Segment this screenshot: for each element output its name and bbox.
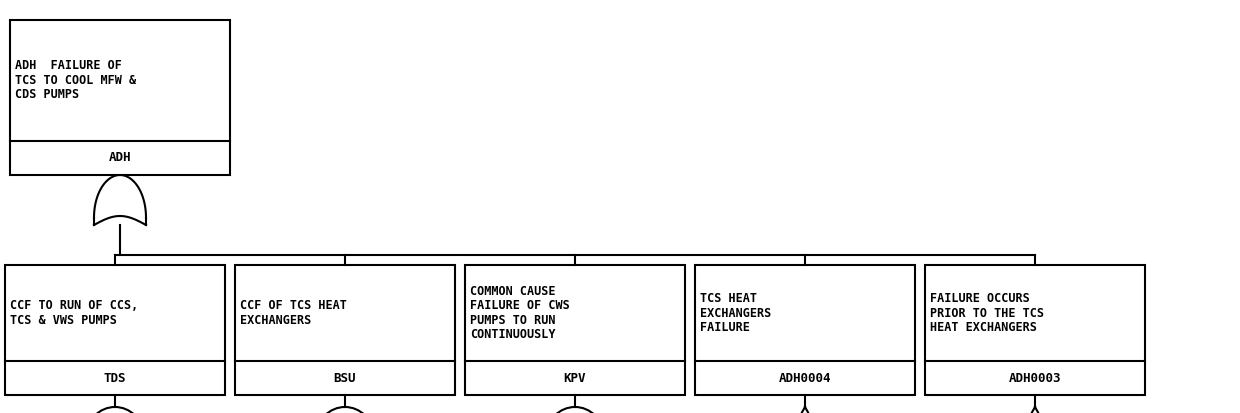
Text: KPV: KPV — [564, 372, 587, 385]
Bar — [236, 265, 455, 395]
Text: ADH0003: ADH0003 — [1009, 372, 1061, 385]
Text: TCS HEAT
EXCHANGERS
FAILURE: TCS HEAT EXCHANGERS FAILURE — [701, 292, 771, 334]
Text: ADH0004: ADH0004 — [779, 372, 831, 385]
Bar — [465, 265, 684, 395]
Bar — [5, 265, 224, 395]
Bar — [925, 265, 1145, 395]
Text: FAILURE OCCURS
PRIOR TO THE TCS
HEAT EXCHANGERS: FAILURE OCCURS PRIOR TO THE TCS HEAT EXC… — [930, 292, 1044, 334]
Text: BSU: BSU — [334, 372, 356, 385]
Text: CCF OF TCS HEAT
EXCHANGERS: CCF OF TCS HEAT EXCHANGERS — [241, 299, 347, 327]
Text: TDS: TDS — [104, 372, 126, 385]
Text: ADH  FAILURE OF
TCS TO COOL MFW &
CDS PUMPS: ADH FAILURE OF TCS TO COOL MFW & CDS PUM… — [15, 59, 136, 102]
Text: ADH: ADH — [109, 152, 131, 164]
Bar — [10, 20, 229, 175]
Bar — [694, 265, 915, 395]
Text: COMMON CAUSE
FAILURE OF CWS
PUMPS TO RUN
CONTINUOUSLY: COMMON CAUSE FAILURE OF CWS PUMPS TO RUN… — [470, 285, 569, 342]
Text: CCF TO RUN OF CCS,
TCS & VWS PUMPS: CCF TO RUN OF CCS, TCS & VWS PUMPS — [10, 299, 138, 327]
